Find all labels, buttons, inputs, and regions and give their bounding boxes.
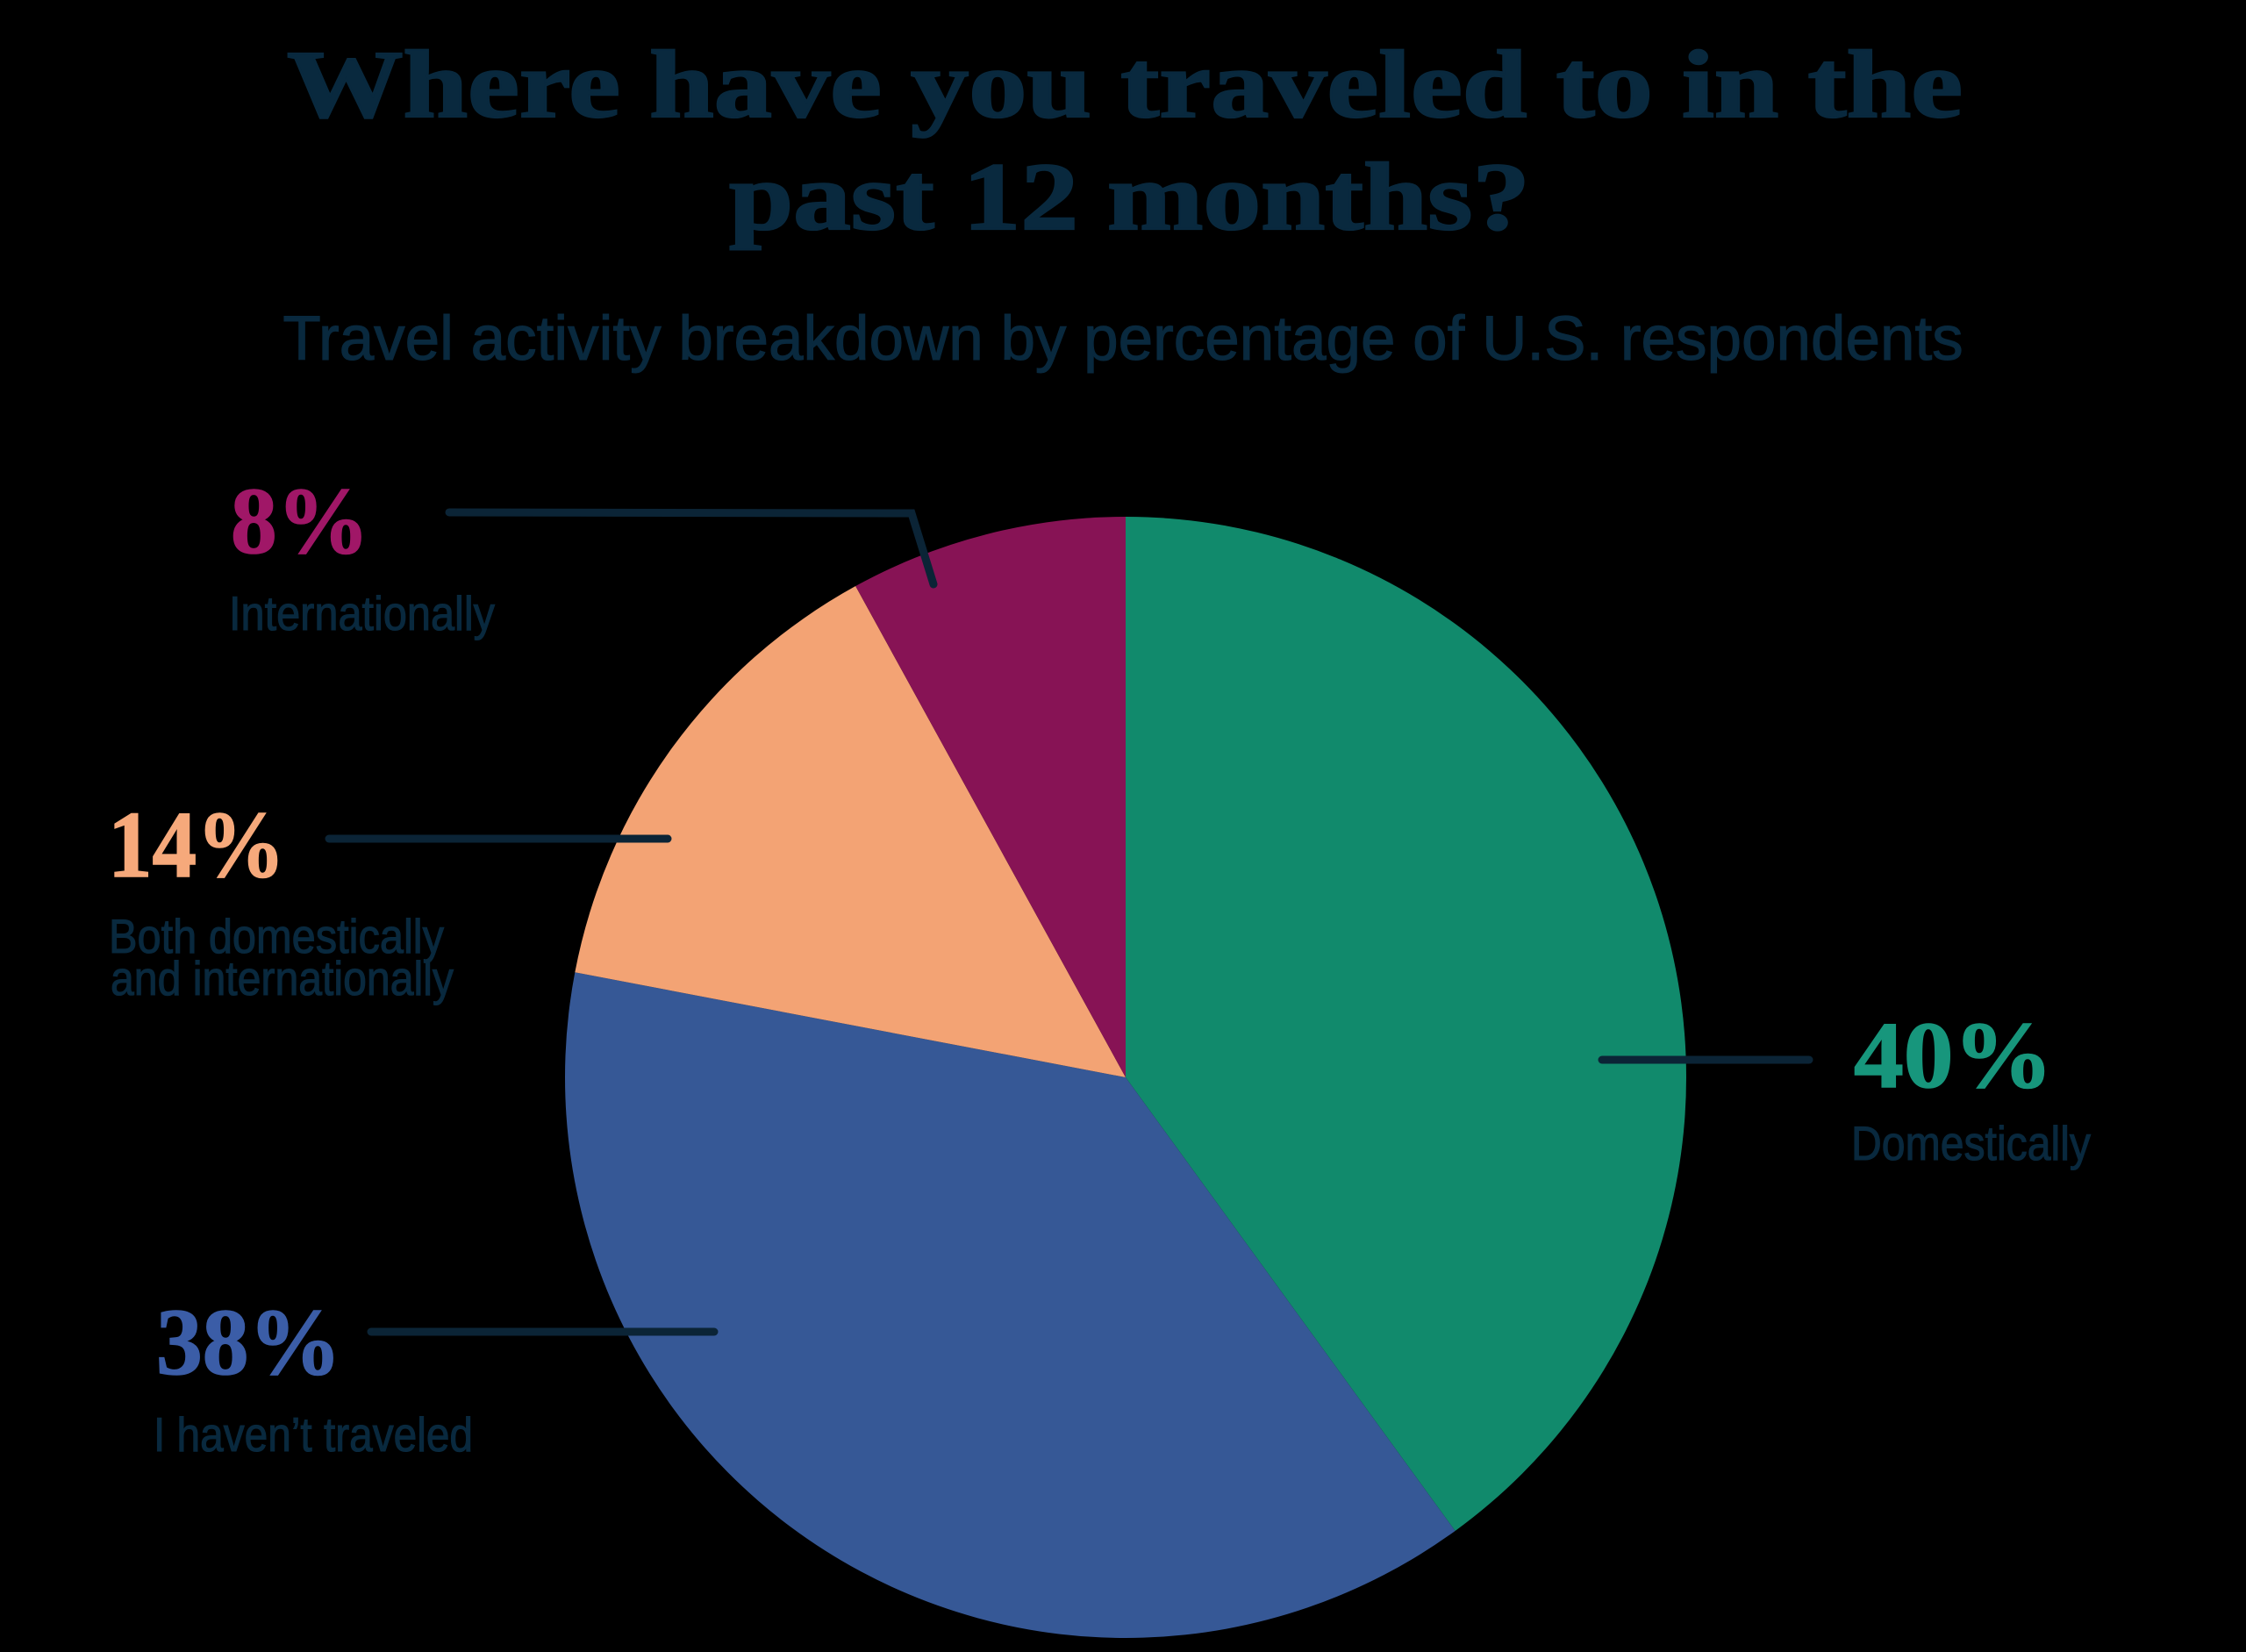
svg-text:Both domestically: Both domestically	[109, 909, 444, 963]
svg-text:and internationally: and internationally	[111, 951, 454, 1005]
svg-text:Internationally: Internationally	[229, 586, 495, 640]
svg-text:Domestically: Domestically	[1851, 1116, 2091, 1170]
svg-text:14%: 14%	[108, 793, 285, 898]
svg-text:38%: 38%	[156, 1291, 341, 1395]
svg-text:40%: 40%	[1854, 1004, 2053, 1108]
svg-text:I haven’t traveled: I haven’t traveled	[154, 1407, 473, 1462]
svg-text:Where have you traveled to in: Where have you traveled to in the	[287, 31, 1963, 138]
svg-text:past 12 months?: past 12 months?	[729, 143, 1530, 250]
svg-text:8%: 8%	[231, 469, 369, 574]
svg-text:Travel activity breakdown by p: Travel activity breakdown by percentage …	[283, 304, 1963, 374]
